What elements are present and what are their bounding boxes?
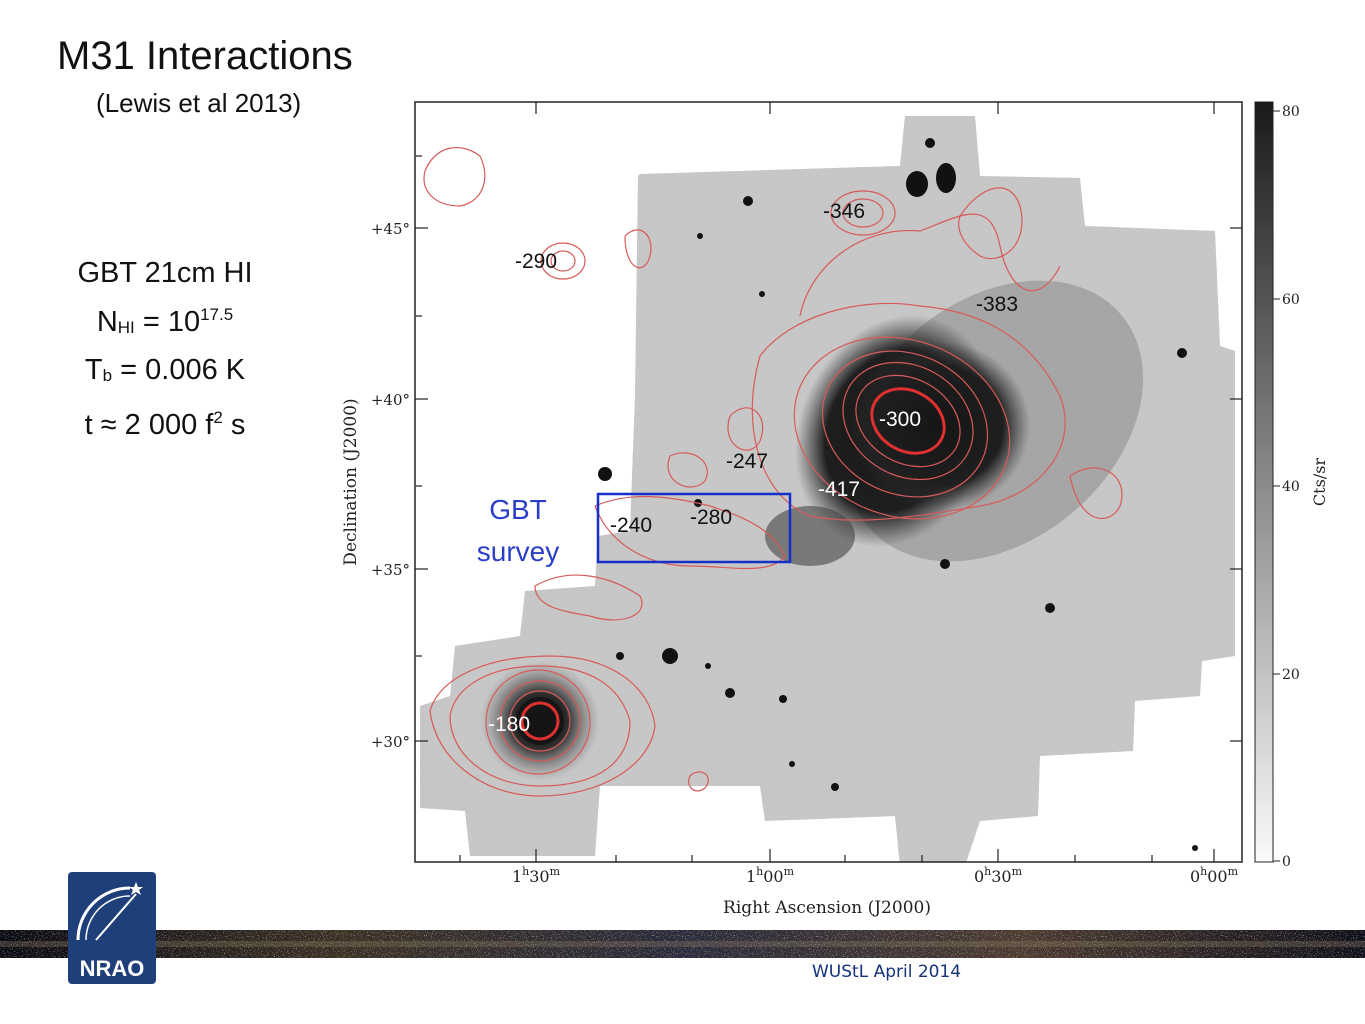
info-line-nhi: NHI = 1017.5: [30, 294, 300, 349]
velocity-label: -240: [610, 514, 652, 537]
tb-subscript: b: [102, 366, 113, 385]
x-tick-label: 0h30m: [974, 865, 1023, 886]
colorbar-tick-label: 80: [1282, 104, 1300, 120]
tb-symbol: T: [84, 354, 103, 386]
sky-map: -346 -290 -383 -300 -247 -417 -240 -280 …: [341, 101, 1243, 918]
nhi-symbol: N: [96, 306, 118, 338]
nhi-value: = 10: [134, 306, 201, 338]
gbt-survey-box: [596, 492, 792, 564]
axis-ticks: [415, 102, 1242, 862]
observation-info: GBT 21cm HI NHI = 1017.5 Tb = 0.006 K t …: [30, 252, 300, 446]
colorbar-tick-labels: 80 60 40 20 0: [1282, 104, 1300, 870]
y-tick-label: +45°: [371, 220, 410, 238]
m31-core-east: [850, 341, 1030, 511]
survey-label-line1: GBT: [489, 494, 547, 525]
y-tick-labels: +45° +40° +35° +30°: [371, 220, 410, 751]
x-tick-label: 1h00m: [746, 865, 795, 886]
footer-text: WUStL April 2014: [812, 962, 962, 982]
velocity-label: -300: [879, 408, 921, 431]
logo-text: NRAO: [80, 956, 145, 981]
survey-label-line2: survey: [477, 536, 559, 567]
velocity-label: -247: [726, 450, 768, 473]
m31-tail: [765, 506, 855, 566]
velocity-label: -383: [976, 293, 1018, 316]
time-suffix: s: [222, 409, 246, 441]
time-prefix: t ≈ 2 000 f: [84, 409, 214, 441]
y-axis-label: Declination (J2000): [341, 398, 361, 565]
x-tick-labels: 1h30m 1h00m 0h30m 0h00m: [512, 865, 1239, 886]
x-axis-label: Right Ascension (J2000): [723, 898, 931, 918]
x-tick-label: 0h00m: [1190, 865, 1239, 886]
slide-subtitle: (Lewis et al 2013): [96, 88, 302, 118]
y-tick-label: +40°: [371, 391, 410, 409]
y-tick-label: +35°: [371, 561, 410, 579]
time-exponent: 2: [213, 408, 223, 427]
colorbar-tick-label: 40: [1282, 479, 1300, 495]
map-frame: [414, 101, 1243, 863]
colorbar-tick-label: 20: [1282, 667, 1300, 683]
velocity-labels: -346 -290 -383 -300 -247 -417 -240 -280 …: [488, 200, 1018, 736]
velocity-label: -280: [690, 506, 732, 529]
colorbar: 80 60 40 20 0 Cts/sr: [1254, 101, 1329, 870]
velocity-label: -180: [488, 713, 530, 736]
colorbar-tick-label: 60: [1282, 292, 1300, 308]
info-line-instrument: GBT 21cm HI: [77, 257, 253, 289]
colorbar-label: Cts/sr: [1310, 458, 1329, 506]
velocity-label: -290: [515, 250, 557, 273]
velocity-label: -417: [818, 478, 860, 501]
info-line-time: t ≈ 2 000 f2 s: [30, 397, 300, 446]
colorbar-gradient: [1254, 101, 1274, 863]
colorbar-ticks: [1273, 110, 1280, 862]
velocity-label: -346: [823, 200, 865, 223]
y-tick-label: +30°: [371, 733, 410, 751]
nhi-exponent: 17.5: [200, 305, 234, 324]
slide-title: M31 Interactions: [57, 34, 353, 78]
x-tick-label: 1h30m: [512, 865, 561, 886]
info-line-tb: Tb = 0.006 K: [30, 349, 300, 397]
nhi-subscript: HI: [117, 318, 135, 337]
tb-value: = 0.006 K: [112, 354, 246, 386]
colorbar-tick-label: 0: [1282, 854, 1291, 870]
m31-map-figure: -346 -290 -383 -300 -247 -417 -240 -280 …: [341, 101, 1329, 918]
hi-contours: [423, 147, 1123, 797]
nrao-logo: NRAO: [68, 872, 156, 984]
milky-way-banner: [0, 930, 1365, 958]
survey-coverage: [420, 116, 1235, 862]
point-sources: [598, 138, 1198, 851]
